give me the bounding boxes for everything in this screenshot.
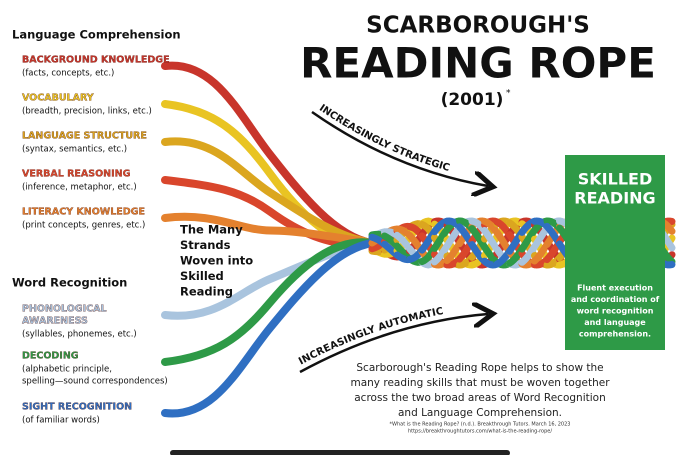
strand-label: DECODING (22, 351, 79, 362)
strand-label: SIGHT RECOGNITION (22, 402, 132, 413)
rope-segment (431, 242, 451, 266)
strands-note: Reading (180, 285, 233, 299)
caption-line: many reading skills that must be woven t… (350, 377, 610, 389)
strand (161, 212, 376, 247)
strands-note: The Many (180, 223, 243, 237)
strand (161, 239, 376, 320)
strand-label: PHONOLOGICAL (22, 304, 107, 315)
title-year: (2001) (441, 90, 504, 110)
result-box (565, 155, 665, 350)
strand-detail: (syllables, phonemes, etc.) (22, 330, 137, 340)
strand-label: LANGUAGE STRUCTURE (22, 131, 147, 142)
strand (161, 61, 376, 247)
footnote-line: *What is the Reading Rope? (n.d.). Break… (390, 422, 571, 428)
footnote-line: https://breakthroughtutors.com/what-is-t… (408, 429, 552, 435)
rope-segment (468, 225, 488, 251)
strands-note: Woven into (180, 254, 253, 268)
arrow-label: INCREASINGLY STRATEGIC (317, 103, 451, 174)
rope-segment (418, 228, 438, 254)
rope-segment (531, 241, 551, 265)
strand-label: LITERACY KNOWLEDGE (22, 207, 145, 218)
group-heading: Language Comprehension (12, 28, 181, 42)
caption-line: and Language Comprehension. (398, 407, 562, 419)
result-text: and language (584, 318, 646, 327)
strand-label: AWARENESS (22, 316, 88, 327)
strand (161, 239, 376, 418)
result-text: word recognition (577, 307, 654, 316)
strand-label: VERBAL REASONING (22, 169, 131, 180)
result-text: comprehension. (579, 330, 651, 339)
strands-note: Strands (180, 238, 231, 252)
automatic-label: INCREASINGLY AUTOMATIC (297, 306, 444, 367)
strand-detail: (print concepts, genres, etc.) (22, 221, 145, 231)
result-title: READING (574, 189, 655, 208)
rope-segment (481, 227, 501, 253)
title-mark: * (506, 89, 511, 99)
title-main: READING ROPE (300, 39, 656, 88)
rope-segment (518, 243, 538, 266)
rope-segment (443, 240, 463, 265)
strategic-arrow (311, 110, 488, 186)
arrow-label: INCREASINGLY AUTOMATIC (297, 306, 444, 367)
automatic-arrow (299, 314, 488, 374)
strand (161, 238, 376, 366)
strand-detail: (alphabetic principle, (22, 365, 112, 375)
strand-detail: (inference, metaphor, etc.) (22, 183, 137, 193)
strands-note: Skilled (180, 269, 224, 283)
strand-detail: spelling—sound correspondences) (22, 377, 168, 387)
result-title: SKILLED (578, 170, 652, 189)
result-text: Fluent execution (577, 284, 653, 293)
strand-detail: (syntax, semantics, etc.) (22, 145, 127, 155)
strand (161, 137, 376, 247)
caption-line: across the two broad areas of Word Recog… (354, 392, 605, 404)
strand-detail: (facts, concepts, etc.) (22, 69, 114, 79)
result-text: and coordination of (571, 295, 660, 304)
strategic-label: INCREASINGLY STRATEGIC (317, 103, 451, 174)
strand-label: VOCABULARY (22, 93, 94, 104)
strand-detail: (of familiar words) (22, 416, 100, 426)
strand-label: BACKGROUND KNOWLEDGE (22, 55, 170, 66)
caption-line: Scarborough's Reading Rope helps to show… (356, 362, 603, 374)
group-heading: Word Recognition (12, 276, 127, 290)
title-line: SCARBOROUGH'S (366, 13, 590, 39)
bottom-bar (170, 450, 510, 456)
strand-detail: (breadth, precision, links, etc.) (22, 107, 152, 117)
